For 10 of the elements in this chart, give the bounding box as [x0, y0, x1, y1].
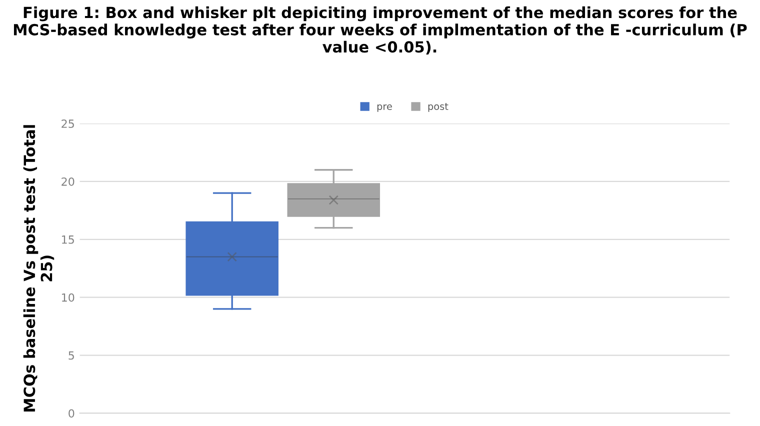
y-tick-label: 10 — [62, 293, 74, 302]
y-tick-label: 25 — [62, 120, 74, 128]
legend-label: post — [428, 103, 448, 112]
y-tick-label: 0 — [68, 409, 74, 418]
legend-label: pre — [377, 104, 392, 112]
y-axis-title: MCQs baseline Vs post test (Total 25) — [23, 125, 54, 412]
y-tick-label: 20 — [62, 177, 74, 186]
y-tick-label: 5 — [68, 351, 74, 360]
chart-title: Figure 1: Box and whisker plt depiciting improvement of the median scores for the MCS-based knowledge test after four weeks of implmentation of the E -curriculum (P value <0.05). — [14, 6, 747, 54]
y-tick-label: 15 — [62, 236, 74, 244]
